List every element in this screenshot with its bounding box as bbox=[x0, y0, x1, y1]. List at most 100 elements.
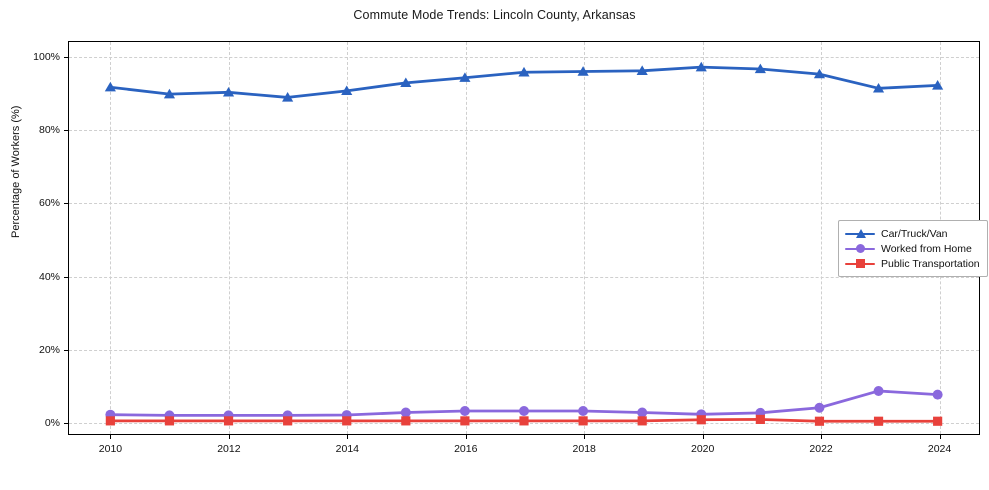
data-point-marker bbox=[342, 416, 352, 426]
y-tick-mark bbox=[64, 349, 69, 351]
legend-item[interactable]: Car/Truck/Van bbox=[845, 226, 980, 241]
y-tick-mark bbox=[64, 129, 69, 131]
legend-marker-square-icon bbox=[856, 259, 865, 268]
legend-label: Car/Truck/Van bbox=[881, 227, 948, 240]
gridline-horizontal bbox=[69, 56, 979, 58]
gridline-vertical bbox=[584, 42, 586, 434]
x-tick-mark bbox=[939, 434, 941, 439]
data-point-marker bbox=[223, 416, 234, 426]
gridline-horizontal bbox=[69, 276, 979, 278]
data-point-marker bbox=[872, 82, 885, 93]
legend-swatch bbox=[845, 228, 875, 240]
legend-swatch bbox=[845, 243, 875, 255]
y-tick-mark bbox=[64, 423, 69, 425]
data-point-marker bbox=[283, 416, 293, 426]
series-public-transportation bbox=[105, 414, 943, 426]
legend-marker-triangle-icon bbox=[856, 228, 866, 238]
y-tick-mark bbox=[64, 276, 69, 278]
data-point-marker bbox=[518, 66, 530, 77]
gridline-vertical bbox=[702, 42, 704, 434]
data-point-marker bbox=[578, 416, 588, 426]
series-car-truck-van bbox=[104, 61, 944, 102]
gridline-horizontal bbox=[69, 203, 979, 205]
gridline-vertical bbox=[347, 42, 349, 434]
data-point-marker bbox=[577, 66, 589, 76]
y-tick-mark bbox=[64, 203, 69, 205]
data-point-marker bbox=[459, 72, 471, 82]
x-tick-label: 2018 bbox=[572, 443, 596, 455]
data-point-marker bbox=[400, 407, 411, 418]
data-point-marker bbox=[636, 65, 648, 75]
y-tick-label: 60% bbox=[38, 197, 60, 210]
data-point-marker bbox=[282, 92, 294, 102]
y-tick-label: 20% bbox=[38, 343, 60, 356]
y-tick-mark bbox=[64, 56, 69, 58]
data-point-marker bbox=[754, 63, 766, 74]
data-point-marker bbox=[401, 416, 411, 426]
gridline-horizontal bbox=[69, 129, 979, 131]
x-tick-label: 2012 bbox=[217, 443, 241, 455]
x-tick-mark bbox=[584, 434, 586, 439]
gridline-vertical bbox=[228, 42, 230, 434]
y-tick-label: 40% bbox=[38, 270, 60, 283]
data-point-marker bbox=[813, 68, 826, 79]
data-point-marker bbox=[519, 406, 529, 417]
data-point-marker bbox=[104, 81, 116, 92]
x-tick-label: 2022 bbox=[809, 443, 833, 455]
data-point-marker bbox=[519, 416, 529, 426]
legend-label: Worked from Home bbox=[881, 242, 972, 255]
legend[interactable]: Car/Truck/Van Worked from Home Public Tran… bbox=[838, 220, 988, 277]
x-tick-mark bbox=[347, 434, 349, 439]
data-point-marker bbox=[637, 416, 647, 426]
data-point-marker bbox=[400, 77, 412, 88]
plot-area: 0% 20% 40% 60% 80% 100% 2010 2012 2014 2016 2018 20… bbox=[33, 41, 980, 455]
grid-layer bbox=[69, 42, 979, 434]
data-point-marker bbox=[755, 414, 765, 424]
x-tick-mark bbox=[702, 434, 704, 439]
x-tick-label: 2016 bbox=[454, 443, 478, 455]
data-point-marker bbox=[222, 86, 235, 97]
x-tick-mark bbox=[228, 434, 230, 439]
data-point-marker bbox=[932, 389, 943, 400]
legend-item[interactable]: Public Transportation bbox=[845, 256, 980, 271]
data-point-marker bbox=[578, 406, 589, 417]
series-lines bbox=[104, 61, 944, 426]
x-tick-mark bbox=[821, 434, 823, 439]
x-tick-mark bbox=[110, 434, 112, 439]
y-tick-label: 100% bbox=[33, 50, 60, 63]
data-point-marker bbox=[459, 406, 470, 417]
chart-title: Commute Mode Trends: Lincoln County, Ark… bbox=[353, 8, 636, 22]
data-layer bbox=[69, 42, 979, 434]
legend-label: Public Transportation bbox=[881, 257, 980, 270]
x-tick-label: 2010 bbox=[98, 443, 123, 455]
x-tick-label: 2024 bbox=[927, 443, 952, 455]
gridline-vertical bbox=[465, 42, 467, 434]
data-point-marker bbox=[460, 416, 470, 426]
legend-item[interactable]: Worked from Home bbox=[845, 241, 980, 256]
data-point-marker bbox=[341, 85, 353, 96]
series-worked-from-home bbox=[105, 385, 943, 421]
gridline-horizontal bbox=[69, 349, 979, 351]
legend-marker-circle-icon bbox=[856, 244, 865, 253]
y-tick-label: 80% bbox=[38, 123, 60, 136]
data-point-marker bbox=[695, 61, 707, 72]
data-point-marker bbox=[163, 88, 176, 99]
x-tick-label: 2020 bbox=[690, 443, 715, 455]
x-tick-mark bbox=[465, 434, 467, 439]
gridline-vertical bbox=[110, 42, 112, 434]
data-point-marker bbox=[814, 402, 825, 413]
y-axis-label: Percentage of Workers (%) bbox=[10, 105, 22, 238]
data-point-marker bbox=[105, 416, 115, 426]
data-point-marker bbox=[932, 80, 944, 90]
data-point-marker bbox=[873, 385, 884, 396]
data-point-marker bbox=[814, 416, 825, 426]
y-tick-label: 0% bbox=[44, 417, 60, 430]
data-point-marker bbox=[873, 416, 884, 426]
data-point-marker bbox=[696, 415, 706, 425]
gridline-vertical bbox=[821, 42, 823, 434]
data-point-marker bbox=[164, 416, 175, 426]
data-point-marker bbox=[933, 416, 943, 426]
legend-swatch bbox=[845, 258, 875, 270]
x-tick-label: 2014 bbox=[335, 443, 360, 455]
